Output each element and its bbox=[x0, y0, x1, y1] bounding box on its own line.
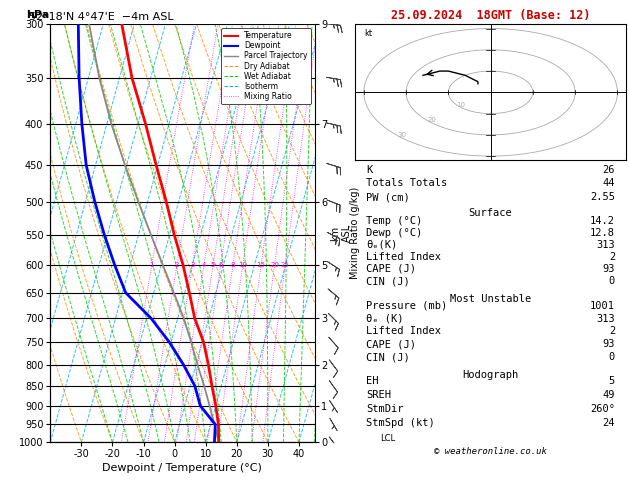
Text: EH: EH bbox=[366, 376, 379, 386]
Text: CIN (J): CIN (J) bbox=[366, 276, 410, 286]
Text: 20: 20 bbox=[427, 117, 436, 123]
Text: 1: 1 bbox=[150, 262, 154, 268]
Y-axis label: km
ASL: km ASL bbox=[330, 224, 352, 243]
Text: 93: 93 bbox=[603, 264, 615, 274]
Text: Totals Totals: Totals Totals bbox=[366, 178, 447, 189]
Text: Surface: Surface bbox=[469, 208, 513, 218]
Text: Lifted Index: Lifted Index bbox=[366, 327, 441, 336]
Text: 10: 10 bbox=[457, 102, 465, 108]
Text: Mixing Ratio (g/kg): Mixing Ratio (g/kg) bbox=[350, 187, 360, 279]
Text: 30: 30 bbox=[398, 132, 406, 138]
Text: 8: 8 bbox=[231, 262, 235, 268]
Text: kt: kt bbox=[364, 29, 372, 37]
Text: 14.2: 14.2 bbox=[590, 216, 615, 226]
Text: 5: 5 bbox=[211, 262, 215, 268]
Text: Hodograph: Hodograph bbox=[462, 370, 519, 380]
Text: CAPE (J): CAPE (J) bbox=[366, 339, 416, 349]
Text: 12.8: 12.8 bbox=[590, 228, 615, 238]
Text: 260°: 260° bbox=[590, 404, 615, 414]
Text: 2: 2 bbox=[609, 252, 615, 262]
Text: 52°18'N 4°47'E  −4m ASL: 52°18'N 4°47'E −4m ASL bbox=[29, 12, 174, 22]
Text: 313: 313 bbox=[596, 313, 615, 324]
Text: 5: 5 bbox=[609, 376, 615, 386]
Text: StmSpd (kt): StmSpd (kt) bbox=[366, 418, 435, 428]
Text: hPa: hPa bbox=[26, 10, 50, 20]
Text: StmDir: StmDir bbox=[366, 404, 404, 414]
Text: K: K bbox=[366, 165, 372, 174]
Text: 0: 0 bbox=[609, 276, 615, 286]
Text: 3: 3 bbox=[190, 262, 195, 268]
Text: 313: 313 bbox=[596, 240, 615, 250]
Text: 10: 10 bbox=[238, 262, 247, 268]
Text: 25: 25 bbox=[281, 262, 289, 268]
Text: 26: 26 bbox=[603, 165, 615, 174]
Text: CAPE (J): CAPE (J) bbox=[366, 264, 416, 274]
Text: Temp (°C): Temp (°C) bbox=[366, 216, 423, 226]
Text: © weatheronline.co.uk: © weatheronline.co.uk bbox=[434, 447, 547, 456]
Text: θₑ(K): θₑ(K) bbox=[366, 240, 398, 250]
X-axis label: Dewpoint / Temperature (°C): Dewpoint / Temperature (°C) bbox=[103, 463, 262, 473]
Text: 4: 4 bbox=[202, 262, 206, 268]
Text: 0: 0 bbox=[609, 352, 615, 362]
Text: 49: 49 bbox=[603, 390, 615, 400]
Text: Most Unstable: Most Unstable bbox=[450, 294, 532, 304]
Text: CIN (J): CIN (J) bbox=[366, 352, 410, 362]
Text: PW (cm): PW (cm) bbox=[366, 192, 410, 202]
Text: 2: 2 bbox=[609, 327, 615, 336]
Text: 6: 6 bbox=[218, 262, 223, 268]
Text: Lifted Index: Lifted Index bbox=[366, 252, 441, 262]
Legend: Temperature, Dewpoint, Parcel Trajectory, Dry Adiabat, Wet Adiabat, Isotherm, Mi: Temperature, Dewpoint, Parcel Trajectory… bbox=[221, 28, 311, 104]
Text: 24: 24 bbox=[603, 418, 615, 428]
Text: Pressure (mb): Pressure (mb) bbox=[366, 301, 447, 311]
Text: 93: 93 bbox=[603, 339, 615, 349]
Text: θₑ (K): θₑ (K) bbox=[366, 313, 404, 324]
Text: 20: 20 bbox=[270, 262, 279, 268]
Text: 1001: 1001 bbox=[590, 301, 615, 311]
Text: LCL: LCL bbox=[381, 434, 396, 443]
Text: 2.55: 2.55 bbox=[590, 192, 615, 202]
Text: 2: 2 bbox=[175, 262, 179, 268]
Text: 44: 44 bbox=[603, 178, 615, 189]
Text: 25.09.2024  18GMT (Base: 12): 25.09.2024 18GMT (Base: 12) bbox=[391, 9, 591, 22]
Text: 15: 15 bbox=[257, 262, 265, 268]
Text: SREH: SREH bbox=[366, 390, 391, 400]
Text: Dewp (°C): Dewp (°C) bbox=[366, 228, 423, 238]
